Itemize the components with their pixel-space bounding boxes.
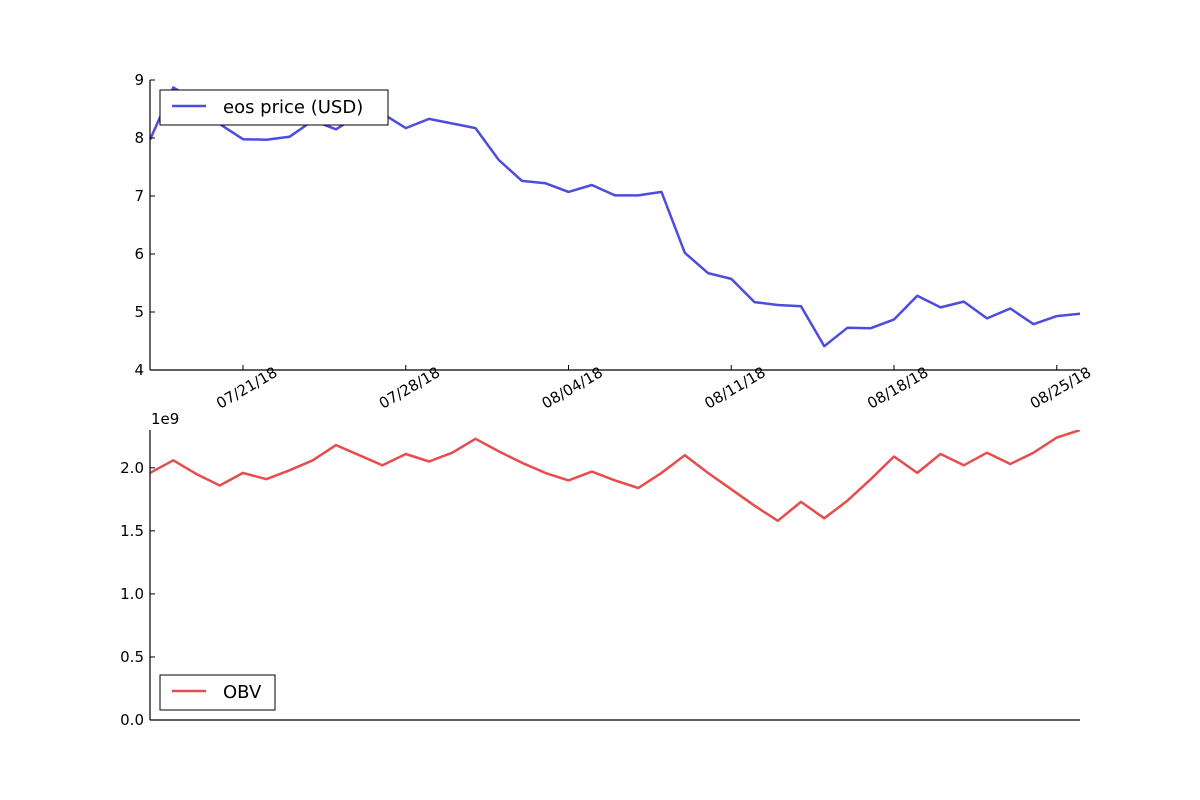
- price-y-tick-label: 5: [134, 303, 144, 321]
- obv-y-tick-label: 0.5: [120, 648, 144, 666]
- price-y-ticks: 4 5 6 7 8 9: [134, 71, 155, 379]
- obv-y-tick-label: 2.0: [120, 459, 144, 477]
- obv-legend-box: [159, 674, 276, 711]
- price-legend-box: [159, 89, 389, 126]
- price-x-tick-label: 07/28/18: [376, 363, 443, 412]
- obv-y-tick-label: 1.5: [120, 522, 144, 540]
- price-x-tick-label: 08/18/18: [864, 363, 931, 412]
- price-y-tick-label: 9: [134, 71, 144, 89]
- price-y-tick-label: 8: [134, 129, 144, 147]
- price-x-tick-label: 07/21/18: [213, 363, 280, 412]
- price-legend-label: eos price (USD): [223, 97, 363, 118]
- obv-scale-label: 1e9: [151, 410, 179, 428]
- price-y-tick-label: 4: [134, 361, 144, 379]
- obv-y-tick-label: 0.0: [120, 711, 144, 729]
- obv-y-tick-label: 1.0: [120, 585, 144, 603]
- price-x-tick-label: 08/11/18: [701, 363, 768, 412]
- price-series-line: [150, 86, 1080, 348]
- obv-legend: OBV: [159, 674, 276, 711]
- price-x-ticks: 07/21/18 07/28/18 08/04/18 08/11/18 08/18/18…: [213, 363, 1094, 412]
- price-legend: eos price (USD): [159, 89, 389, 126]
- obv-axes: [149, 430, 1080, 721]
- price-x-tick-label: 08/04/18: [539, 363, 606, 412]
- price-x-tick-label: 08/25/18: [1027, 363, 1094, 412]
- obv-y-ticks: 0.0 0.5 1.0 1.5 2.0: [120, 459, 155, 729]
- obv-series-line: [150, 430, 1080, 523]
- price-y-tick-label: 7: [134, 187, 144, 205]
- price-y-tick-label: 6: [134, 245, 144, 263]
- price-axes: [149, 80, 1080, 371]
- obv-chart-panel: 0.0 0.5 1.0 1.5 2.0 1e9 OBV: [120, 410, 1080, 729]
- obv-legend-label: OBV: [223, 682, 262, 703]
